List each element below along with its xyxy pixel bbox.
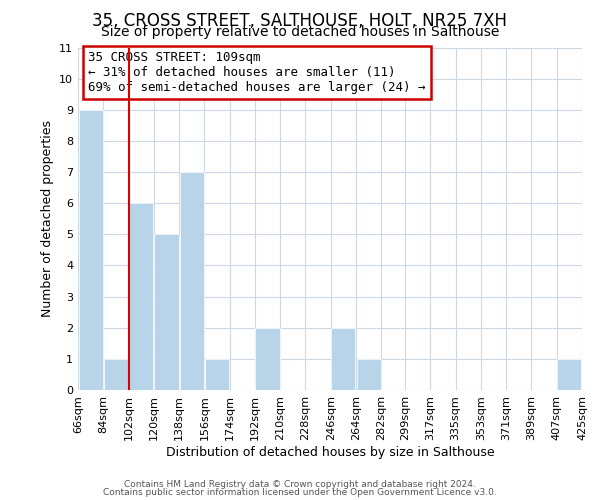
Bar — [179, 172, 204, 390]
Text: 35, CROSS STREET, SALTHOUSE, HOLT, NR25 7XH: 35, CROSS STREET, SALTHOUSE, HOLT, NR25 … — [92, 12, 508, 30]
Bar — [557, 359, 581, 390]
Bar — [256, 328, 280, 390]
Bar — [356, 359, 380, 390]
X-axis label: Distribution of detached houses by size in Salthouse: Distribution of detached houses by size … — [166, 446, 494, 458]
Text: 35 CROSS STREET: 109sqm
← 31% of detached houses are smaller (11)
69% of semi-de: 35 CROSS STREET: 109sqm ← 31% of detache… — [88, 51, 425, 94]
Text: Contains public sector information licensed under the Open Government Licence v3: Contains public sector information licen… — [103, 488, 497, 497]
Bar — [331, 328, 355, 390]
Bar — [129, 203, 153, 390]
Bar — [104, 359, 128, 390]
Bar — [79, 110, 103, 390]
Text: Size of property relative to detached houses in Salthouse: Size of property relative to detached ho… — [101, 25, 499, 39]
Y-axis label: Number of detached properties: Number of detached properties — [41, 120, 53, 318]
Bar — [205, 359, 229, 390]
Bar — [154, 234, 179, 390]
Text: Contains HM Land Registry data © Crown copyright and database right 2024.: Contains HM Land Registry data © Crown c… — [124, 480, 476, 489]
